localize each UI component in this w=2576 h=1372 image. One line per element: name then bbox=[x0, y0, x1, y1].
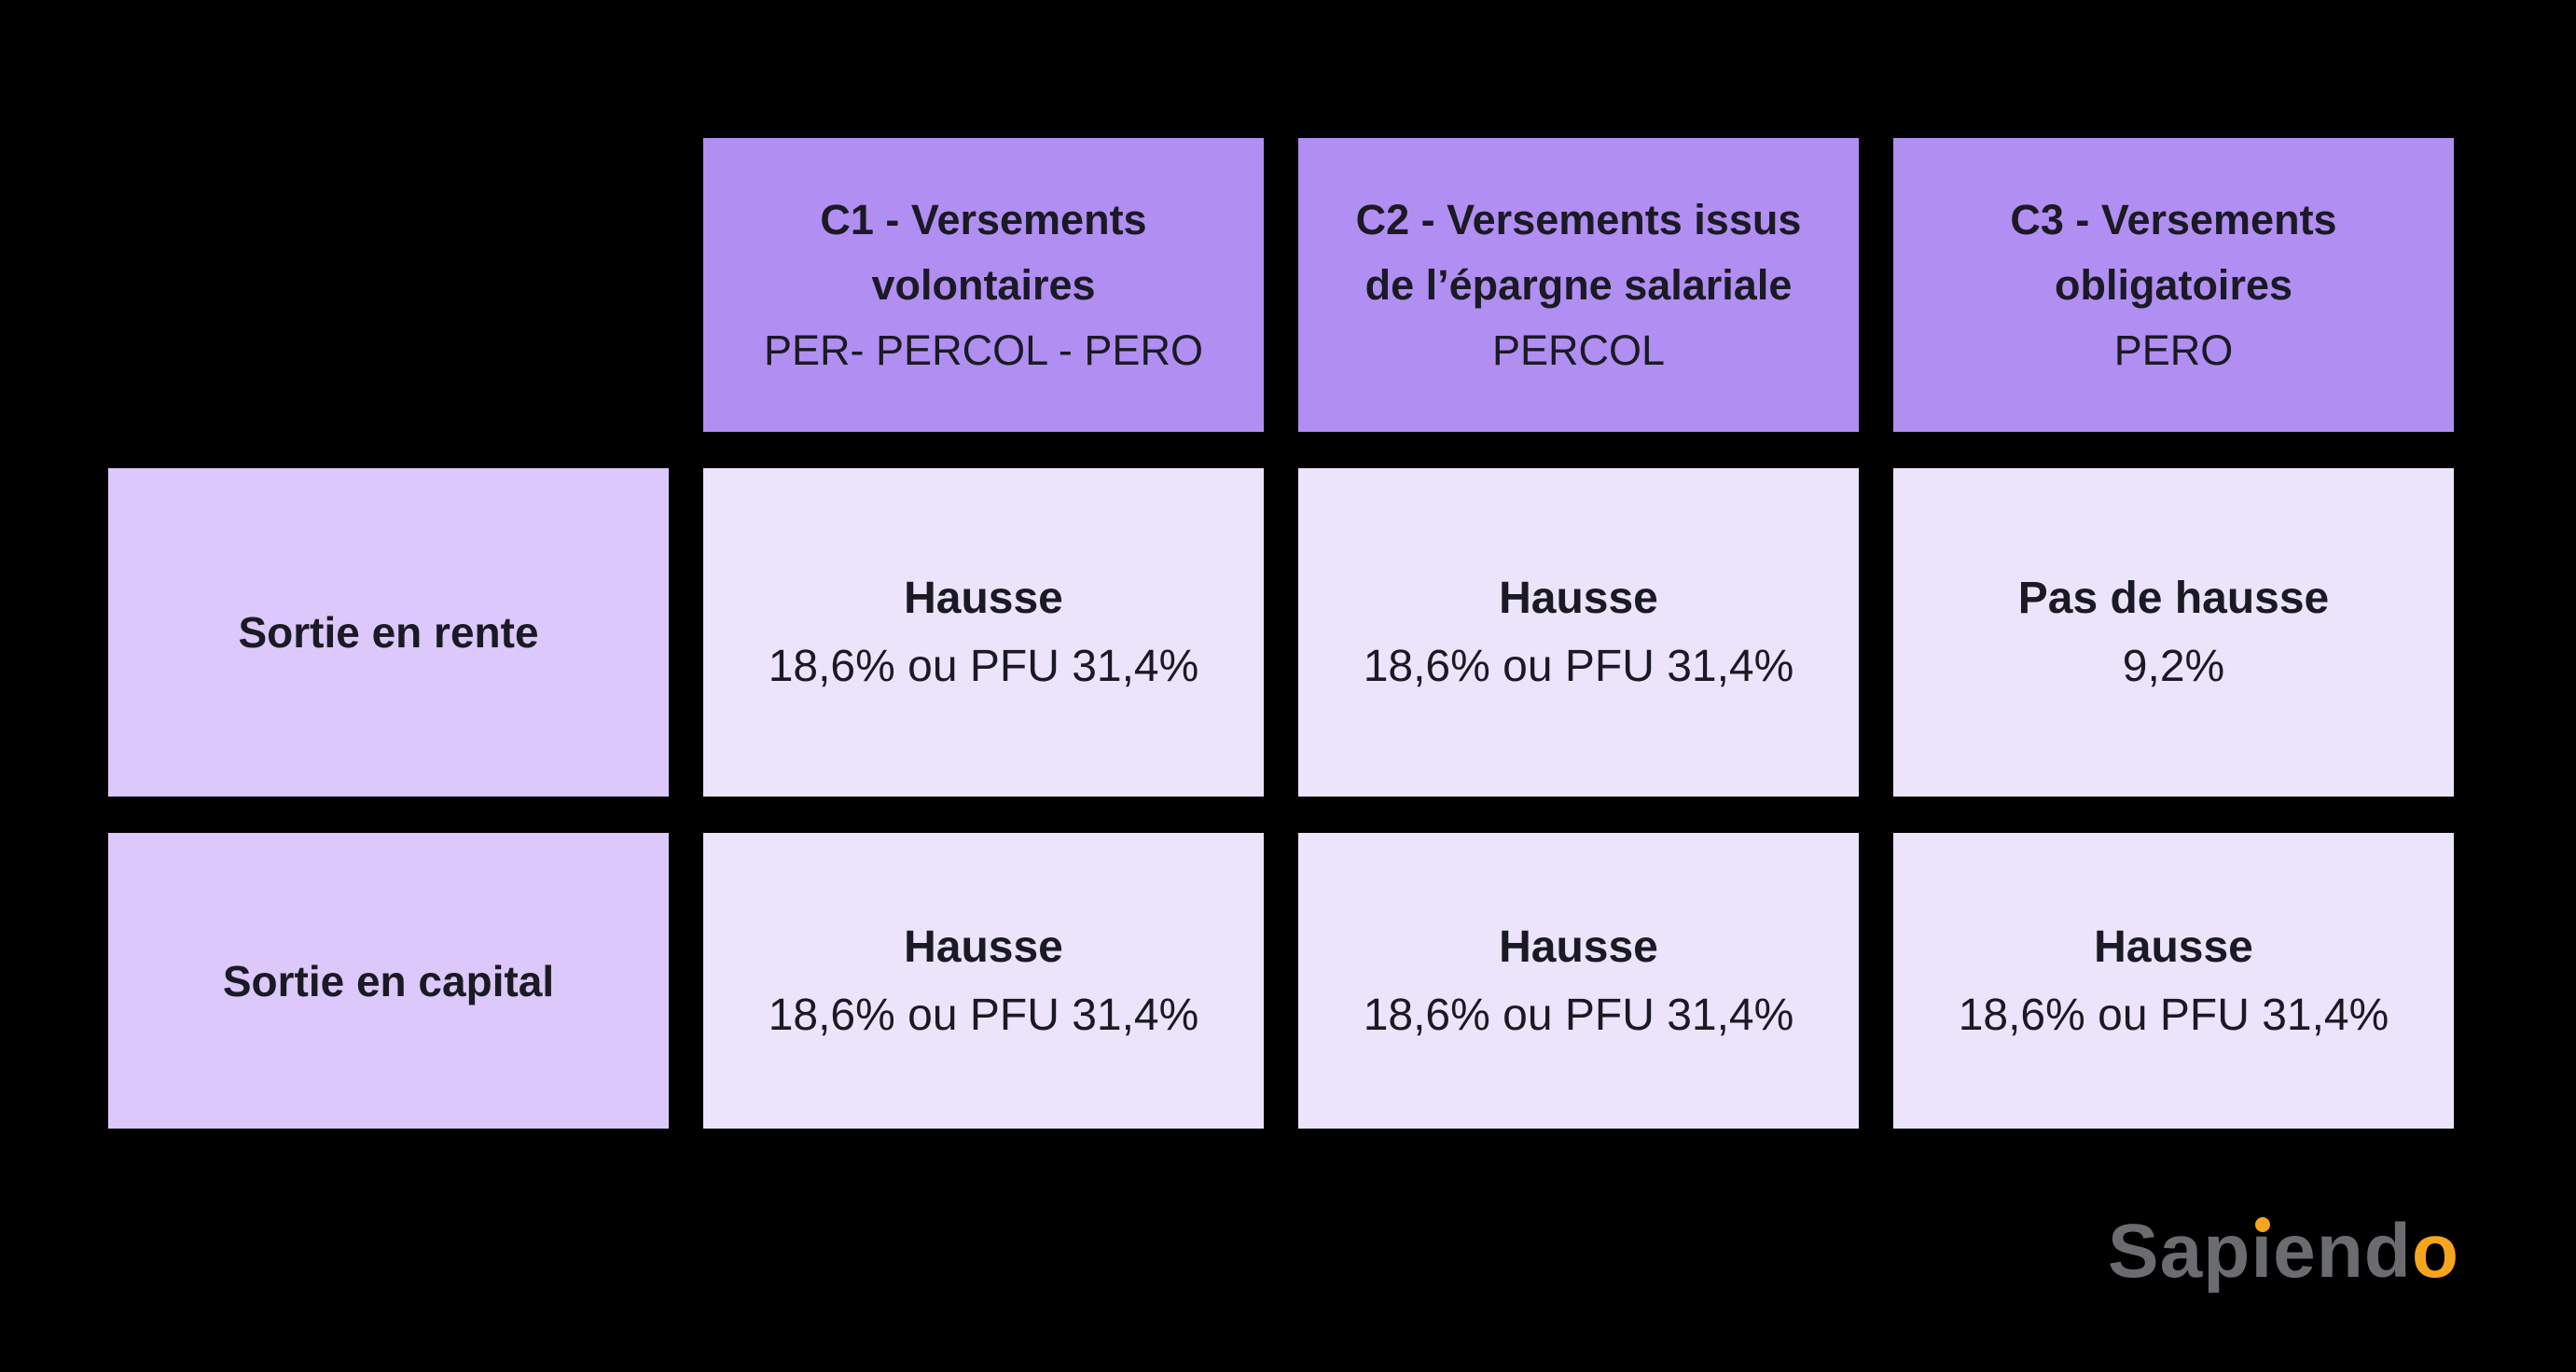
column-subtitle: PER- PERCOL - PERO bbox=[764, 326, 1203, 374]
column-title-line: de l’épargne salariale bbox=[1364, 260, 1793, 309]
logo-text-middle: end bbox=[2273, 1209, 2412, 1294]
cell-rente-c3: Pas de hausse 9,2% bbox=[1893, 468, 2454, 797]
column-title-line: C2 - Versements issus bbox=[1355, 195, 1802, 243]
cell-rente-c2: Hausse 18,6% ou PFU 31,4% bbox=[1298, 468, 1859, 797]
logo-letter-o: o bbox=[2411, 1209, 2459, 1294]
cell-value: 9,2% bbox=[2122, 642, 2225, 691]
corner-spacer bbox=[108, 138, 669, 432]
cell-value: 18,6% ou PFU 31,4% bbox=[1958, 990, 2389, 1040]
row-label-sortie-en-rente: Sortie en rente bbox=[108, 468, 669, 797]
cell-status: Hausse bbox=[904, 574, 1063, 623]
cell-status: Hausse bbox=[904, 922, 1063, 972]
logo-text-prefix: Sap bbox=[2107, 1209, 2251, 1294]
column-header-c2: C2 - Versements issus de l’épargne salar… bbox=[1298, 138, 1859, 432]
column-subtitle: PERO bbox=[2113, 326, 2234, 374]
logo-i-stem: ı bbox=[2251, 1209, 2274, 1294]
column-subtitle: PERCOL bbox=[1491, 326, 1666, 374]
cell-status: Hausse bbox=[1499, 574, 1658, 623]
cell-status: Hausse bbox=[2094, 922, 2253, 972]
column-title-line: C3 - Versements bbox=[2010, 195, 2337, 243]
column-header-c1: C1 - Versements volontaires PER- PERCOL … bbox=[703, 138, 1264, 432]
cell-rente-c1: Hausse 18,6% ou PFU 31,4% bbox=[703, 468, 1264, 797]
column-title-line: C1 - Versements bbox=[820, 195, 1147, 243]
row-label-text: Sortie en capital bbox=[222, 956, 555, 1005]
cell-value: 18,6% ou PFU 31,4% bbox=[1363, 990, 1794, 1040]
row-label-sortie-en-capital: Sortie en capital bbox=[108, 833, 669, 1129]
cell-capital-c3: Hausse 18,6% ou PFU 31,4% bbox=[1893, 833, 2454, 1129]
cell-status: Pas de hausse bbox=[2017, 574, 2330, 623]
sapiendo-logo: Sapı endo bbox=[2108, 1213, 2459, 1290]
cell-value: 18,6% ou PFU 31,4% bbox=[768, 990, 1199, 1040]
cell-capital-c1: Hausse 18,6% ou PFU 31,4% bbox=[703, 833, 1264, 1129]
per-social-charges-table: C1 - Versements volontaires PER- PERCOL … bbox=[108, 138, 2454, 1129]
row-label-text: Sortie en rente bbox=[238, 608, 539, 657]
cell-value: 18,6% ou PFU 31,4% bbox=[1363, 642, 1794, 691]
cell-value: 18,6% ou PFU 31,4% bbox=[768, 642, 1199, 691]
logo-letter-i: ı bbox=[2251, 1213, 2273, 1290]
column-title-line: obligatoires bbox=[2054, 260, 2293, 309]
logo-i-dot bbox=[2255, 1217, 2271, 1232]
cell-status: Hausse bbox=[1499, 922, 1658, 972]
cell-capital-c2: Hausse 18,6% ou PFU 31,4% bbox=[1298, 833, 1859, 1129]
column-title-line: volontaires bbox=[871, 260, 1096, 309]
column-header-c3: C3 - Versements obligatoires PERO bbox=[1893, 138, 2454, 432]
